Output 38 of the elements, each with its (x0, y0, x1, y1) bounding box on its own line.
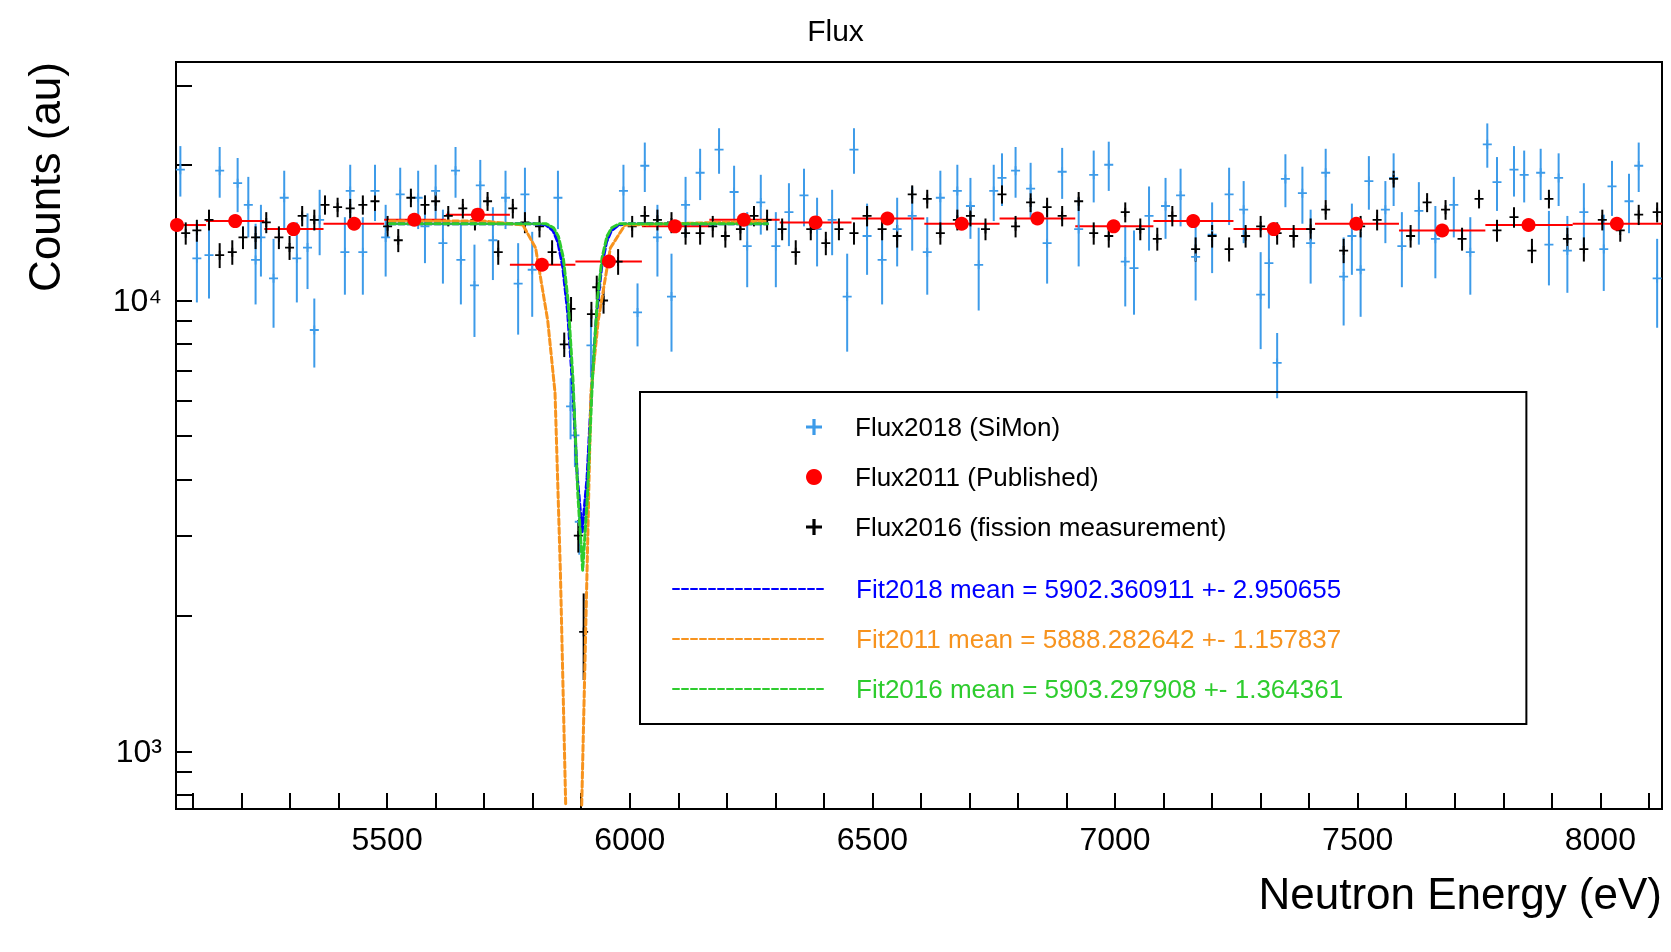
point (169, 218, 184, 233)
point (667, 219, 682, 234)
point (470, 207, 485, 222)
y-tick-label: 10³ (115, 733, 163, 770)
point (808, 215, 823, 230)
y-tick-label: 10⁴ (112, 282, 162, 319)
point (534, 257, 549, 272)
x-tick-label: 6000 (594, 821, 666, 857)
point (880, 211, 895, 226)
point (1521, 218, 1536, 233)
point (1609, 216, 1624, 231)
point (1106, 219, 1121, 234)
legend-label: Flux2018 (SiMon) (855, 412, 1061, 442)
x-axis-title: Neutron Energy (eV) (1258, 868, 1662, 918)
point (347, 216, 362, 231)
text: Fit2011 mean = 5888.282642 +- 1.157837 (856, 624, 1342, 654)
y-axis-title: Counts (au) (19, 62, 69, 292)
text: Fit2016 mean = 5903.297908 +- 1.364361 (856, 674, 1344, 704)
legend-label: Flux2016 (fission measurement) (855, 512, 1227, 542)
x-tick-label: 8000 (1564, 821, 1636, 857)
point (286, 222, 301, 237)
point (1186, 214, 1201, 229)
point (407, 212, 422, 227)
legend-label: Flux2011 (Published) (855, 462, 1099, 492)
x-tick-label: 5500 (351, 821, 423, 857)
point (736, 212, 751, 227)
point (1030, 211, 1045, 226)
point (954, 216, 969, 231)
point (228, 214, 243, 229)
chart-title: Flux (807, 13, 864, 47)
point (1349, 216, 1364, 231)
x-tick-label: 7500 (1322, 821, 1394, 857)
point (1266, 222, 1281, 237)
point (1435, 223, 1450, 238)
x-tick-label: 6500 (836, 821, 908, 857)
point (601, 254, 616, 269)
text: Fit2018 mean = 5902.360911 +- 2.950655 (856, 574, 1342, 604)
x-tick-label: 7000 (1079, 821, 1151, 857)
